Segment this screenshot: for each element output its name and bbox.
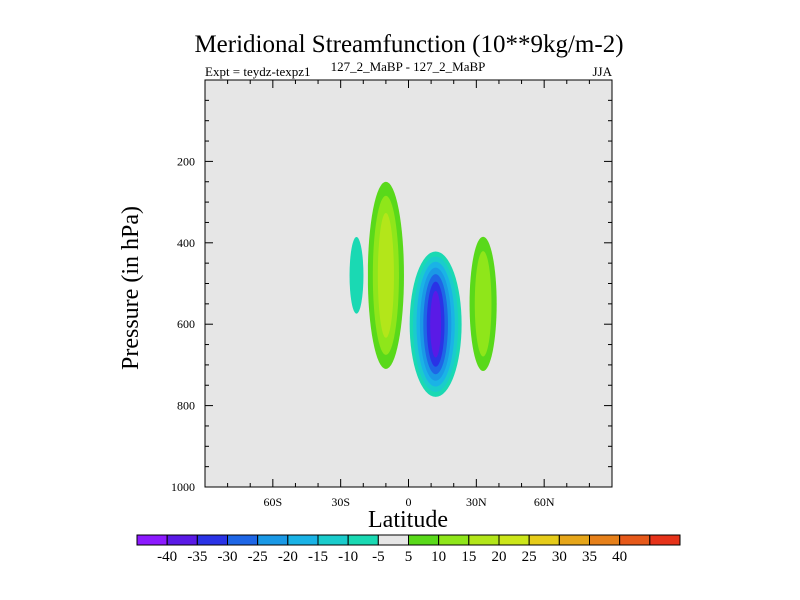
colorbar-swatch [558, 534, 590, 546]
x-axis-label: Latitude [368, 507, 448, 533]
colorbar-swatch [136, 534, 168, 546]
colorbar-swatch [498, 534, 530, 546]
colorbar-label: -10 [338, 549, 358, 565]
y-axis-label: Pressure (in hPa) [118, 206, 144, 370]
colorbar-swatch [649, 534, 681, 546]
x-tick-label: 60N [534, 495, 555, 509]
colorbar-label: 30 [552, 549, 567, 565]
plot-background [205, 80, 612, 487]
cell-pos-nh-level-10 [474, 251, 492, 357]
colorbar-label: -35 [187, 549, 207, 565]
y-tick-label: 400 [177, 236, 195, 250]
x-tick-label: 0 [406, 495, 412, 509]
colorbar-label: -40 [157, 549, 177, 565]
x-tick-label: 30N [466, 495, 487, 509]
colorbar-label: -30 [218, 549, 238, 565]
contour-fill-layer [313, 181, 497, 402]
colorbar-swatch [227, 534, 259, 546]
colorbar-swatch [589, 534, 621, 546]
colorbar-swatch [287, 534, 319, 546]
y-axis-ticks: 200 400 600 800 1000 [171, 99, 612, 494]
season-label: JJA [592, 64, 612, 79]
colorbar: -40 -35 -30 -25 -20 -15 -10 -5 5 10 15 20 25 30 35 40 [136, 534, 681, 565]
colorbar-swatch [438, 534, 470, 546]
y-tick-label: 1000 [171, 480, 195, 494]
colorbar-swatch [528, 534, 560, 546]
colorbar-label: -25 [248, 549, 268, 565]
difference-label: 127_2_MaBP - 127_2_MaBP [331, 59, 486, 74]
colorbar-label: 20 [492, 549, 507, 565]
colorbar-swatch [468, 534, 500, 546]
y-tick-label: 200 [177, 154, 195, 168]
colorbar-label: -20 [278, 549, 298, 565]
experiment-label: Expt = teydz-texpz1 [205, 64, 311, 79]
y-tick-label: 800 [177, 399, 195, 413]
colorbar-label: 10 [431, 549, 446, 565]
y-tick-label: 600 [177, 317, 195, 331]
colorbar-swatch [166, 534, 198, 546]
colorbar-label: 40 [612, 549, 627, 565]
colorbar-label: 35 [582, 549, 597, 565]
x-tick-label: 30S [331, 495, 350, 509]
colorbar-swatch [408, 534, 440, 546]
colorbar-swatch [377, 534, 410, 546]
colorbar-swatch [347, 534, 379, 546]
cell-neg-far-sh-level-5 [313, 291, 323, 357]
cell-pos-ascent-level-15 [377, 212, 394, 338]
colorbar-swatch [619, 534, 651, 546]
colorbar-swatch [196, 534, 228, 546]
colorbar-swatch [257, 534, 289, 546]
colorbar-label: -5 [372, 549, 385, 565]
chart-title: Meridional Streamfunction (10**9kg/m-2) [194, 31, 623, 58]
colorbar-label: 15 [461, 549, 476, 565]
colorbar-swatch [317, 534, 349, 546]
colorbar-label: 5 [405, 549, 413, 565]
colorbar-label: 25 [522, 549, 537, 565]
x-tick-label: 60S [263, 495, 282, 509]
cell-neg-sh-level-10 [349, 237, 364, 314]
colorbar-label: -15 [308, 549, 328, 565]
cell-neg-main-level-40 [430, 290, 442, 358]
x-axis-ticks: 60S 30S 0 30N 60N [227, 80, 590, 509]
